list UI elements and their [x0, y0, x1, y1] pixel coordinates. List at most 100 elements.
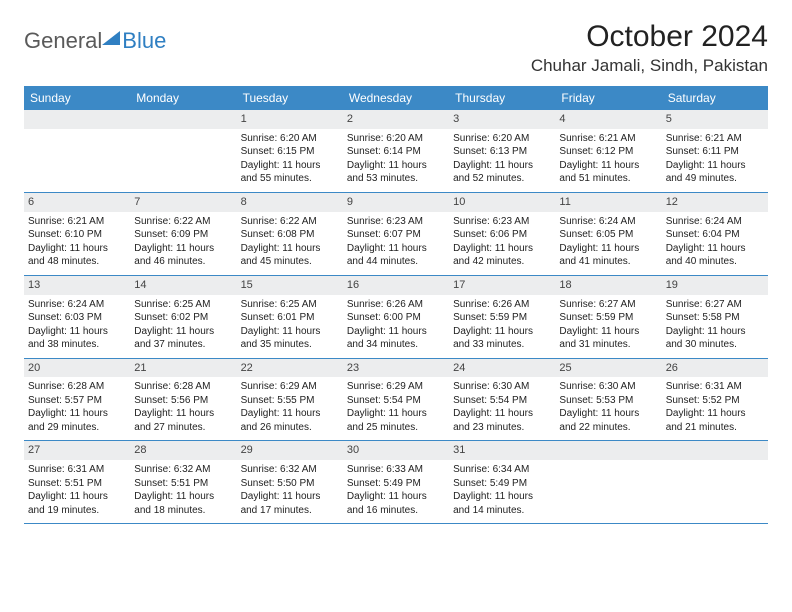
sunset-text: Sunset: 6:13 PM — [453, 145, 551, 159]
sunrise-text: Sunrise: 6:30 AM — [453, 380, 551, 394]
day-cell: 9Sunrise: 6:23 AMSunset: 6:07 PMDaylight… — [343, 192, 449, 275]
date-number: 22 — [237, 359, 343, 378]
date-number: 5 — [662, 110, 768, 129]
day-cell: 18Sunrise: 6:27 AMSunset: 5:59 PMDayligh… — [555, 275, 661, 358]
date-number: 24 — [449, 359, 555, 378]
sunset-text: Sunset: 6:00 PM — [347, 311, 445, 325]
day-cell: 1Sunrise: 6:20 AMSunset: 6:15 PMDaylight… — [237, 110, 343, 192]
day-cell: 20Sunrise: 6:28 AMSunset: 5:57 PMDayligh… — [24, 358, 130, 441]
sunrise-text: Sunrise: 6:21 AM — [559, 132, 657, 146]
sunset-text: Sunset: 5:59 PM — [453, 311, 551, 325]
sunset-text: Sunset: 5:53 PM — [559, 394, 657, 408]
daylight-text: Daylight: 11 hours and 23 minutes. — [453, 407, 551, 434]
sunset-text: Sunset: 6:15 PM — [241, 145, 339, 159]
sunrise-text: Sunrise: 6:31 AM — [666, 380, 764, 394]
day-cell — [130, 110, 236, 192]
empty-date-band — [130, 110, 236, 129]
sunrise-text: Sunrise: 6:25 AM — [241, 298, 339, 312]
sunset-text: Sunset: 5:54 PM — [347, 394, 445, 408]
daylight-text: Daylight: 11 hours and 41 minutes. — [559, 242, 657, 269]
day-cell: 13Sunrise: 6:24 AMSunset: 6:03 PMDayligh… — [24, 275, 130, 358]
date-number: 26 — [662, 359, 768, 378]
week-row: 13Sunrise: 6:24 AMSunset: 6:03 PMDayligh… — [24, 275, 768, 358]
sunset-text: Sunset: 6:10 PM — [28, 228, 126, 242]
sunrise-text: Sunrise: 6:23 AM — [347, 215, 445, 229]
sunset-text: Sunset: 6:06 PM — [453, 228, 551, 242]
daylight-text: Daylight: 11 hours and 37 minutes. — [134, 325, 232, 352]
week-row: 1Sunrise: 6:20 AMSunset: 6:15 PMDaylight… — [24, 110, 768, 192]
title-block: October 2024 Chuhar Jamali, Sindh, Pakis… — [531, 20, 768, 76]
day-cell: 25Sunrise: 6:30 AMSunset: 5:53 PMDayligh… — [555, 358, 661, 441]
day-header-cell: Tuesday — [237, 86, 343, 110]
sunrise-text: Sunrise: 6:22 AM — [134, 215, 232, 229]
sunrise-text: Sunrise: 6:24 AM — [28, 298, 126, 312]
day-cell: 31Sunrise: 6:34 AMSunset: 5:49 PMDayligh… — [449, 441, 555, 524]
day-cell: 21Sunrise: 6:28 AMSunset: 5:56 PMDayligh… — [130, 358, 236, 441]
day-cell: 28Sunrise: 6:32 AMSunset: 5:51 PMDayligh… — [130, 441, 236, 524]
sunset-text: Sunset: 6:14 PM — [347, 145, 445, 159]
date-number: 13 — [24, 276, 130, 295]
date-number: 6 — [24, 193, 130, 212]
logo: General Blue — [24, 28, 166, 54]
date-number: 31 — [449, 441, 555, 460]
sunrise-text: Sunrise: 6:30 AM — [559, 380, 657, 394]
day-cell: 19Sunrise: 6:27 AMSunset: 5:58 PMDayligh… — [662, 275, 768, 358]
sunrise-text: Sunrise: 6:20 AM — [241, 132, 339, 146]
daylight-text: Daylight: 11 hours and 21 minutes. — [666, 407, 764, 434]
date-number: 23 — [343, 359, 449, 378]
sunrise-text: Sunrise: 6:25 AM — [134, 298, 232, 312]
sunset-text: Sunset: 5:54 PM — [453, 394, 551, 408]
daylight-text: Daylight: 11 hours and 19 minutes. — [28, 490, 126, 517]
sunrise-text: Sunrise: 6:31 AM — [28, 463, 126, 477]
sunrise-text: Sunrise: 6:23 AM — [453, 215, 551, 229]
date-number: 9 — [343, 193, 449, 212]
daylight-text: Daylight: 11 hours and 44 minutes. — [347, 242, 445, 269]
day-cell: 24 Sunrise: 6:30 AMSunset: 5:54 PMDayligh… — [449, 358, 555, 441]
sunrise-text: Sunrise: 6:20 AM — [347, 132, 445, 146]
sunrise-text: Sunrise: 6:27 AM — [559, 298, 657, 312]
daylight-text: Daylight: 11 hours and 30 minutes. — [666, 325, 764, 352]
sunrise-text: Sunrise: 6:20 AM — [453, 132, 551, 146]
date-number: 28 — [130, 441, 236, 460]
daylight-text: Daylight: 11 hours and 51 minutes. — [559, 159, 657, 186]
sunset-text: Sunset: 6:04 PM — [666, 228, 764, 242]
daylight-text: Daylight: 11 hours and 14 minutes. — [453, 490, 551, 517]
date-number: 14 — [130, 276, 236, 295]
day-header-row: SundayMondayTuesdayWednesdayThursdayFrid… — [24, 86, 768, 110]
daylight-text: Daylight: 11 hours and 35 minutes. — [241, 325, 339, 352]
day-cell: 29Sunrise: 6:32 AMSunset: 5:50 PMDayligh… — [237, 441, 343, 524]
day-cell — [555, 441, 661, 524]
date-number: 19 — [662, 276, 768, 295]
empty-date-band — [24, 110, 130, 129]
daylight-text: Daylight: 11 hours and 16 minutes. — [347, 490, 445, 517]
month-title: October 2024 — [531, 20, 768, 54]
day-cell: 4Sunrise: 6:21 AMSunset: 6:12 PMDaylight… — [555, 110, 661, 192]
date-number: 10 — [449, 193, 555, 212]
day-cell: 26Sunrise: 6:31 AMSunset: 5:52 PMDayligh… — [662, 358, 768, 441]
daylight-text: Daylight: 11 hours and 46 minutes. — [134, 242, 232, 269]
sunrise-text: Sunrise: 6:26 AM — [347, 298, 445, 312]
sunrise-text: Sunrise: 6:24 AM — [666, 215, 764, 229]
date-number: 7 — [130, 193, 236, 212]
daylight-text: Daylight: 11 hours and 18 minutes. — [134, 490, 232, 517]
day-cell — [24, 110, 130, 192]
daylight-text: Daylight: 11 hours and 31 minutes. — [559, 325, 657, 352]
day-cell: 11Sunrise: 6:24 AMSunset: 6:05 PMDayligh… — [555, 192, 661, 275]
sunset-text: Sunset: 6:02 PM — [134, 311, 232, 325]
sunset-text: Sunset: 5:51 PM — [134, 477, 232, 491]
daylight-text: Daylight: 11 hours and 45 minutes. — [241, 242, 339, 269]
sunset-text: Sunset: 5:57 PM — [28, 394, 126, 408]
calendar-table: SundayMondayTuesdayWednesdayThursdayFrid… — [24, 86, 768, 524]
day-cell: 10Sunrise: 6:23 AMSunset: 6:06 PMDayligh… — [449, 192, 555, 275]
day-cell: 30Sunrise: 6:33 AMSunset: 5:49 PMDayligh… — [343, 441, 449, 524]
daylight-text: Daylight: 11 hours and 29 minutes. — [28, 407, 126, 434]
date-number: 25 — [555, 359, 661, 378]
date-number: 30 — [343, 441, 449, 460]
logo-triangle-icon — [102, 31, 120, 45]
sunset-text: Sunset: 6:05 PM — [559, 228, 657, 242]
sunrise-text: Sunrise: 6:22 AM — [241, 215, 339, 229]
daylight-text: Daylight: 11 hours and 27 minutes. — [134, 407, 232, 434]
day-header-cell: Thursday — [449, 86, 555, 110]
sunset-text: Sunset: 6:09 PM — [134, 228, 232, 242]
sunrise-text: Sunrise: 6:21 AM — [666, 132, 764, 146]
